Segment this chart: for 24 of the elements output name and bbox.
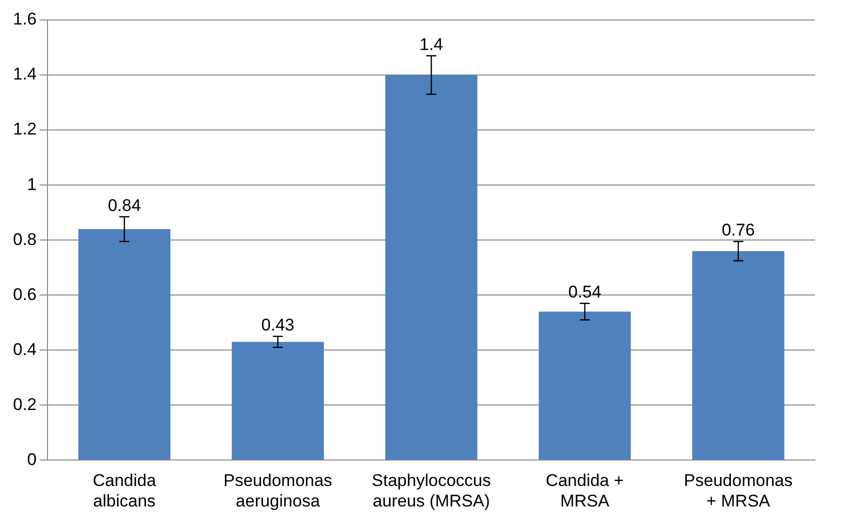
bar — [78, 229, 170, 460]
bar — [385, 75, 478, 460]
bar — [692, 251, 784, 460]
y-tick-label: 0.8 — [12, 230, 37, 249]
y-tick-label: 1.4 — [12, 64, 37, 84]
bar — [232, 342, 324, 460]
data-label: 0.43 — [261, 316, 294, 335]
y-tick-label: 0.4 — [12, 340, 37, 359]
x-tick-label: Candida albicans — [92, 471, 157, 510]
x-tick-label: Pseudomonas aeruginosa — [224, 471, 332, 510]
data-label: 0.84 — [108, 196, 141, 215]
y-tick-label: 1.6 — [12, 10, 37, 29]
y-tick-label: 1 — [27, 174, 37, 194]
data-label: 0.76 — [722, 220, 755, 240]
x-tick-label: Candida + MRSA — [546, 471, 624, 510]
bar — [538, 312, 631, 460]
x-tick-label: Pseudomonas + MRSA — [684, 471, 793, 510]
data-label: 0.54 — [568, 282, 602, 302]
y-tick-label: 1.2 — [12, 120, 37, 139]
data-label: 1.4 — [419, 34, 444, 54]
y-tick-label: 0.6 — [12, 284, 37, 304]
x-tick-label: Staphylococcus aureus (MRSA) — [372, 471, 491, 510]
y-tick-label: 0 — [27, 450, 37, 469]
y-tick-label: 0.2 — [12, 394, 37, 414]
